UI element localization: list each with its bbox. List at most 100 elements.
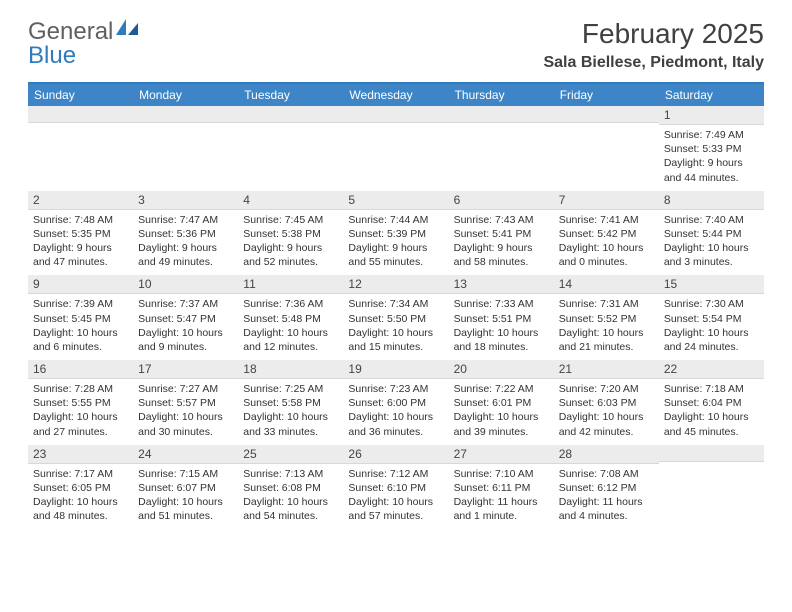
day-body: Sunrise: 7:47 AMSunset: 5:36 PMDaylight:…: [133, 210, 238, 276]
calendar-cell: 22Sunrise: 7:18 AMSunset: 6:04 PMDayligh…: [659, 360, 764, 445]
calendar-cell-empty: [659, 445, 764, 530]
day-body: [659, 462, 764, 522]
sunrise-text: Sunrise: 7:44 AM: [348, 213, 443, 227]
day-number: 22: [659, 360, 764, 379]
daylight-text-1: Daylight: 10 hours: [559, 326, 654, 340]
daylight-text-1: Daylight: 10 hours: [664, 410, 759, 424]
sunset-text: Sunset: 6:08 PM: [243, 481, 338, 495]
day-header-row: Sunday Monday Tuesday Wednesday Thursday…: [28, 84, 764, 106]
calendar-cell: 20Sunrise: 7:22 AMSunset: 6:01 PMDayligh…: [449, 360, 554, 445]
calendar-cell: 18Sunrise: 7:25 AMSunset: 5:58 PMDayligh…: [238, 360, 343, 445]
daylight-text-2: and 52 minutes.: [243, 255, 338, 269]
daylight-text-2: and 48 minutes.: [33, 509, 128, 523]
daylight-text-2: and 0 minutes.: [559, 255, 654, 269]
week-row: 9Sunrise: 7:39 AMSunset: 5:45 PMDaylight…: [28, 275, 764, 360]
day-body: [449, 123, 554, 183]
day-number: 24: [133, 445, 238, 464]
sunset-text: Sunset: 6:05 PM: [33, 481, 128, 495]
day-body: Sunrise: 7:27 AMSunset: 5:57 PMDaylight:…: [133, 379, 238, 445]
day-body: Sunrise: 7:36 AMSunset: 5:48 PMDaylight:…: [238, 294, 343, 360]
day-body: Sunrise: 7:18 AMSunset: 6:04 PMDaylight:…: [659, 379, 764, 445]
sunrise-text: Sunrise: 7:41 AM: [559, 213, 654, 227]
sunrise-text: Sunrise: 7:20 AM: [559, 382, 654, 396]
day-body: Sunrise: 7:22 AMSunset: 6:01 PMDaylight:…: [449, 379, 554, 445]
daylight-text-2: and 44 minutes.: [664, 171, 759, 185]
day-body: Sunrise: 7:34 AMSunset: 5:50 PMDaylight:…: [343, 294, 448, 360]
calendar-cell: 5Sunrise: 7:44 AMSunset: 5:39 PMDaylight…: [343, 191, 448, 276]
logo-text-2: Blue: [28, 42, 76, 70]
sunrise-text: Sunrise: 7:37 AM: [138, 297, 233, 311]
day-number: 25: [238, 445, 343, 464]
day-body: Sunrise: 7:39 AMSunset: 5:45 PMDaylight:…: [28, 294, 133, 360]
day-body: Sunrise: 7:15 AMSunset: 6:07 PMDaylight:…: [133, 464, 238, 530]
day-body: Sunrise: 7:08 AMSunset: 6:12 PMDaylight:…: [554, 464, 659, 530]
daylight-text-1: Daylight: 10 hours: [454, 410, 549, 424]
daylight-text-1: Daylight: 10 hours: [454, 326, 549, 340]
daylight-text-2: and 12 minutes.: [243, 340, 338, 354]
day-number: 14: [554, 275, 659, 294]
daylight-text-2: and 9 minutes.: [138, 340, 233, 354]
day-body: Sunrise: 7:31 AMSunset: 5:52 PMDaylight:…: [554, 294, 659, 360]
daylight-text-2: and 49 minutes.: [138, 255, 233, 269]
day-number: 26: [343, 445, 448, 464]
calendar-cell: 11Sunrise: 7:36 AMSunset: 5:48 PMDayligh…: [238, 275, 343, 360]
sunset-text: Sunset: 5:55 PM: [33, 396, 128, 410]
daylight-text-2: and 36 minutes.: [348, 425, 443, 439]
day-header-friday: Friday: [554, 84, 659, 106]
week-row: 23Sunrise: 7:17 AMSunset: 6:05 PMDayligh…: [28, 445, 764, 530]
calendar-cell-empty: [238, 106, 343, 191]
calendar-cell: 2Sunrise: 7:48 AMSunset: 5:35 PMDaylight…: [28, 191, 133, 276]
weeks-container: 1Sunrise: 7:49 AMSunset: 5:33 PMDaylight…: [28, 106, 764, 529]
sunset-text: Sunset: 5:58 PM: [243, 396, 338, 410]
calendar-cell: 9Sunrise: 7:39 AMSunset: 5:45 PMDaylight…: [28, 275, 133, 360]
sunset-text: Sunset: 5:42 PM: [559, 227, 654, 241]
sunset-text: Sunset: 6:04 PM: [664, 396, 759, 410]
daylight-text-2: and 55 minutes.: [348, 255, 443, 269]
daylight-text-2: and 27 minutes.: [33, 425, 128, 439]
day-body: [28, 123, 133, 183]
sunset-text: Sunset: 5:45 PM: [33, 312, 128, 326]
daylight-text-2: and 54 minutes.: [243, 509, 338, 523]
calendar-cell: 10Sunrise: 7:37 AMSunset: 5:47 PMDayligh…: [133, 275, 238, 360]
daylight-text-1: Daylight: 10 hours: [243, 326, 338, 340]
daylight-text-2: and 30 minutes.: [138, 425, 233, 439]
month-title: February 2025: [543, 18, 764, 50]
day-header-tuesday: Tuesday: [238, 84, 343, 106]
daylight-text-2: and 6 minutes.: [33, 340, 128, 354]
calendar-cell: 28Sunrise: 7:08 AMSunset: 6:12 PMDayligh…: [554, 445, 659, 530]
daylight-text-2: and 3 minutes.: [664, 255, 759, 269]
day-number: [28, 106, 133, 123]
day-body: Sunrise: 7:23 AMSunset: 6:00 PMDaylight:…: [343, 379, 448, 445]
sunset-text: Sunset: 5:52 PM: [559, 312, 654, 326]
day-number: 6: [449, 191, 554, 210]
calendar-cell: 24Sunrise: 7:15 AMSunset: 6:07 PMDayligh…: [133, 445, 238, 530]
sunrise-text: Sunrise: 7:33 AM: [454, 297, 549, 311]
sunrise-text: Sunrise: 7:30 AM: [664, 297, 759, 311]
day-body: Sunrise: 7:25 AMSunset: 5:58 PMDaylight:…: [238, 379, 343, 445]
daylight-text-1: Daylight: 9 hours: [138, 241, 233, 255]
day-number: 21: [554, 360, 659, 379]
calendar-cell: 19Sunrise: 7:23 AMSunset: 6:00 PMDayligh…: [343, 360, 448, 445]
day-header-sunday: Sunday: [28, 84, 133, 106]
daylight-text-2: and 21 minutes.: [559, 340, 654, 354]
daylight-text-1: Daylight: 10 hours: [33, 410, 128, 424]
sunset-text: Sunset: 6:03 PM: [559, 396, 654, 410]
day-number: [554, 106, 659, 123]
daylight-text-2: and 18 minutes.: [454, 340, 549, 354]
daylight-text-2: and 42 minutes.: [559, 425, 654, 439]
calendar-cell-empty: [133, 106, 238, 191]
sunset-text: Sunset: 6:00 PM: [348, 396, 443, 410]
day-body: [238, 123, 343, 183]
calendar-cell: 13Sunrise: 7:33 AMSunset: 5:51 PMDayligh…: [449, 275, 554, 360]
sunset-text: Sunset: 5:54 PM: [664, 312, 759, 326]
day-body: Sunrise: 7:33 AMSunset: 5:51 PMDaylight:…: [449, 294, 554, 360]
sunrise-text: Sunrise: 7:28 AM: [33, 382, 128, 396]
day-number: 12: [343, 275, 448, 294]
calendar-cell-empty: [449, 106, 554, 191]
week-row: 1Sunrise: 7:49 AMSunset: 5:33 PMDaylight…: [28, 106, 764, 191]
sunrise-text: Sunrise: 7:49 AM: [664, 128, 759, 142]
day-number: 11: [238, 275, 343, 294]
calendar-cell: 15Sunrise: 7:30 AMSunset: 5:54 PMDayligh…: [659, 275, 764, 360]
sunset-text: Sunset: 5:33 PM: [664, 142, 759, 156]
calendar: Sunday Monday Tuesday Wednesday Thursday…: [28, 82, 764, 529]
